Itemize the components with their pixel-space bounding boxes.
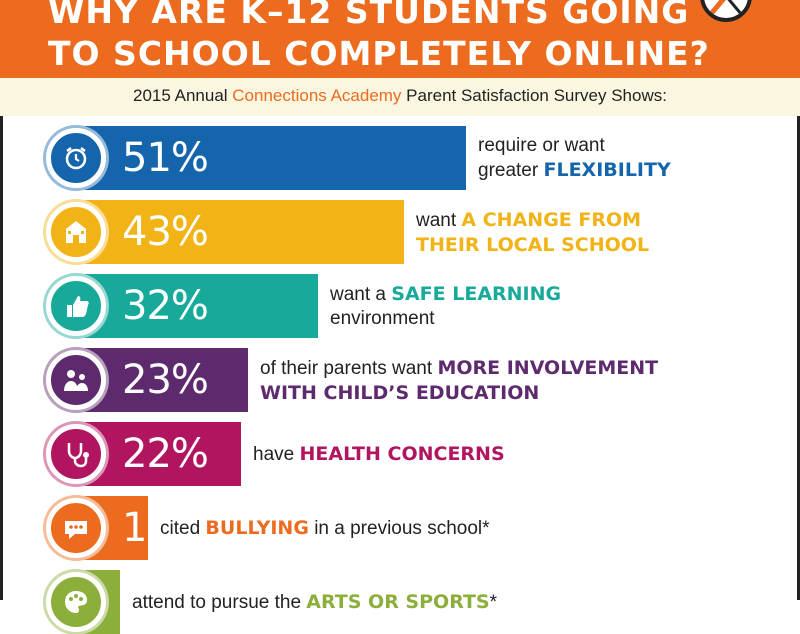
subtitle-brand: Connections Academy <box>232 86 402 105</box>
emphasis-text: WITH CHILD’S EDUCATION <box>260 382 540 404</box>
subtitle-suffix: Parent Satisfaction Survey Shows: <box>401 86 667 105</box>
percent-label: 32% <box>122 283 209 329</box>
art-palette-icon <box>46 572 106 632</box>
frame-right <box>797 116 800 600</box>
percent-label: 23% <box>122 357 209 403</box>
emphasis-text: FLEXIBILITY <box>543 159 671 181</box>
percent-label: 22% <box>122 431 209 477</box>
plain-text: of their parents want <box>260 358 438 379</box>
header-banner: WHY ARE K–12 STUDENTS GOING TO SCHOOL CO… <box>0 0 800 78</box>
plain-text: * <box>489 592 498 613</box>
bar-description: of their parents want MORE INVOLVEMENT WI… <box>260 356 658 406</box>
plain-text: in a previous school* <box>308 518 490 539</box>
percent-label: 10% <box>122 505 209 551</box>
plain-text: want a <box>330 284 392 305</box>
plain-text: require or want <box>478 135 605 156</box>
bar-32 <box>70 274 318 338</box>
bar-description: want a SAFE LEARNING environment <box>330 282 561 331</box>
description-line: have HEALTH CONCERNS <box>253 442 505 467</box>
plain-text: environment <box>330 308 435 329</box>
emphasis-text: MORE INVOLVEMENT <box>437 357 659 379</box>
percent-label: 51% <box>122 135 209 181</box>
stethoscope-icon <box>46 424 106 484</box>
bar-description: cited BULLYING in a previous school* <box>160 516 490 541</box>
speech-bubble-icon <box>46 498 106 558</box>
title-line-2: TO SCHOOL COMPLETELY ONLINE? <box>48 34 710 73</box>
bar-description: want A CHANGE FROM THEIR LOCAL SCHOOL <box>416 208 649 258</box>
emphasis-text: HEALTH CONCERNS <box>299 443 505 465</box>
schoolhouse-icon <box>46 202 106 262</box>
emphasis-text: THEIR LOCAL SCHOOL <box>416 234 650 256</box>
description-line: want A CHANGE FROM <box>416 208 649 233</box>
title-line-1: WHY ARE K–12 STUDENTS GOING <box>48 0 690 31</box>
subtitle-band <box>0 78 800 116</box>
description-line: cited BULLYING in a previous school* <box>160 516 490 541</box>
percent-label: 43% <box>122 209 209 255</box>
alarm-clock-icon <box>46 128 106 188</box>
parent-child-icon <box>46 350 106 410</box>
description-line: want a SAFE LEARNING <box>330 282 561 307</box>
frame-left <box>0 116 3 600</box>
plain-text: want <box>416 210 462 231</box>
thumbs-up-icon <box>46 276 106 336</box>
bar-51 <box>70 126 466 190</box>
description-line: of their parents want MORE INVOLVEMENT <box>260 356 658 381</box>
plain-text: cited <box>160 518 206 539</box>
description-line: greater FLEXIBILITY <box>478 158 671 183</box>
description-line: require or want <box>478 134 671 158</box>
bar-description: require or want greater FLEXIBILITY <box>478 134 671 183</box>
description-line: THEIR LOCAL SCHOOL <box>416 233 649 258</box>
subtitle-prefix: 2015 Annual <box>133 86 233 105</box>
subtitle: 2015 Annual Connections Academy Parent S… <box>0 86 800 106</box>
description-line: environment <box>330 307 561 331</box>
emphasis-text: BULLYING <box>205 517 309 539</box>
emphasis-text: SAFE LEARNING <box>391 283 562 305</box>
plain-text: attend to pursue the <box>132 592 307 613</box>
plain-text: have <box>253 444 300 465</box>
plain-text: greater <box>478 160 544 181</box>
bar-description: have HEALTH CONCERNS <box>253 442 505 467</box>
description-line: attend to pursue the ARTS OR SPORTS* <box>132 590 497 615</box>
emphasis-text: ARTS OR SPORTS <box>306 591 490 613</box>
description-line: WITH CHILD’S EDUCATION <box>260 381 658 406</box>
bar-description: attend to pursue the ARTS OR SPORTS* <box>132 590 497 615</box>
bar-43 <box>70 200 404 264</box>
emphasis-text: A CHANGE FROM <box>461 209 642 231</box>
